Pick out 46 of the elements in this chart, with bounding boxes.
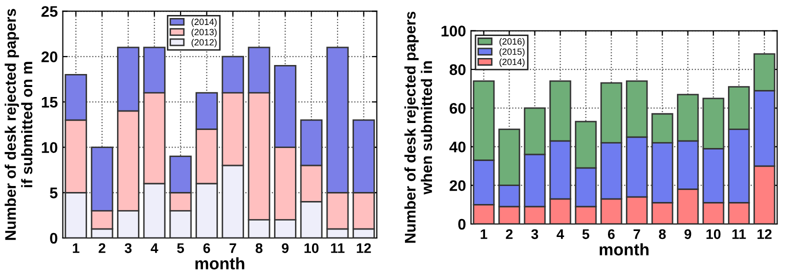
x-tick-label: 3	[531, 229, 538, 240]
legend-label: (2013)	[192, 28, 217, 38]
x-tick-label: 8	[658, 229, 666, 240]
legend-label: (2014)	[192, 18, 217, 27]
y-tick-label: 100	[442, 26, 466, 36]
legend-label: (2015)	[500, 48, 525, 57]
x-tick-label: 6	[203, 243, 210, 254]
x-axis-title: month	[600, 243, 648, 256]
y-tick-label: 5	[50, 188, 58, 198]
x-tick-label: 11	[331, 243, 345, 253]
x-tick-label: 8	[256, 243, 262, 254]
y-tick-label: 25	[41, 6, 58, 17]
y-tick-label: 40	[449, 142, 466, 152]
legend-label: (2012)	[192, 38, 217, 48]
x-tick-label: 5	[177, 243, 184, 254]
y-tick-label: 20	[450, 180, 466, 192]
x-tick-label: 4	[150, 243, 158, 253]
y-axis-title: Number of desk rejected papers when submitted in	[404, 12, 432, 243]
y-tick-label: 0	[458, 218, 466, 230]
y-tick-label: 15	[42, 96, 58, 108]
x-tick-label: 10	[304, 243, 319, 254]
x-tick-label: 9	[684, 229, 692, 240]
legend-label: (2016)	[500, 38, 525, 46]
x-tick-label: 7	[230, 243, 236, 253]
x-tick-label: 2	[506, 229, 513, 239]
x-tick-label: 9	[282, 243, 289, 254]
x-tick-label: 12	[356, 243, 371, 253]
x-tick-label: 6	[608, 229, 615, 240]
y-axis-title: Number of desk rejected papers if submitted on m	[4, 8, 32, 240]
y-tick-label: 10	[42, 142, 58, 153]
x-tick-label: 12	[758, 229, 772, 239]
x-tick-label: 3	[124, 243, 132, 254]
x-tick-label: 11	[732, 229, 746, 239]
legend-label: (2014)	[500, 58, 525, 67]
y-tick-label: 20	[41, 51, 58, 62]
y-tick-label: 0	[50, 232, 58, 244]
x-tick-label: 10	[706, 229, 721, 240]
x-tick-label: 4	[556, 229, 564, 239]
x-tick-label: 1	[72, 243, 80, 253]
x-tick-label: 2	[98, 243, 106, 253]
x-tick-label: 7	[634, 229, 640, 239]
x-tick-label: 5	[582, 229, 590, 240]
x-tick-label: 1	[480, 229, 488, 239]
x-axis-title: month	[195, 257, 244, 270]
y-tick-label: 60	[450, 102, 466, 114]
y-tick-label: 80	[450, 64, 466, 76]
